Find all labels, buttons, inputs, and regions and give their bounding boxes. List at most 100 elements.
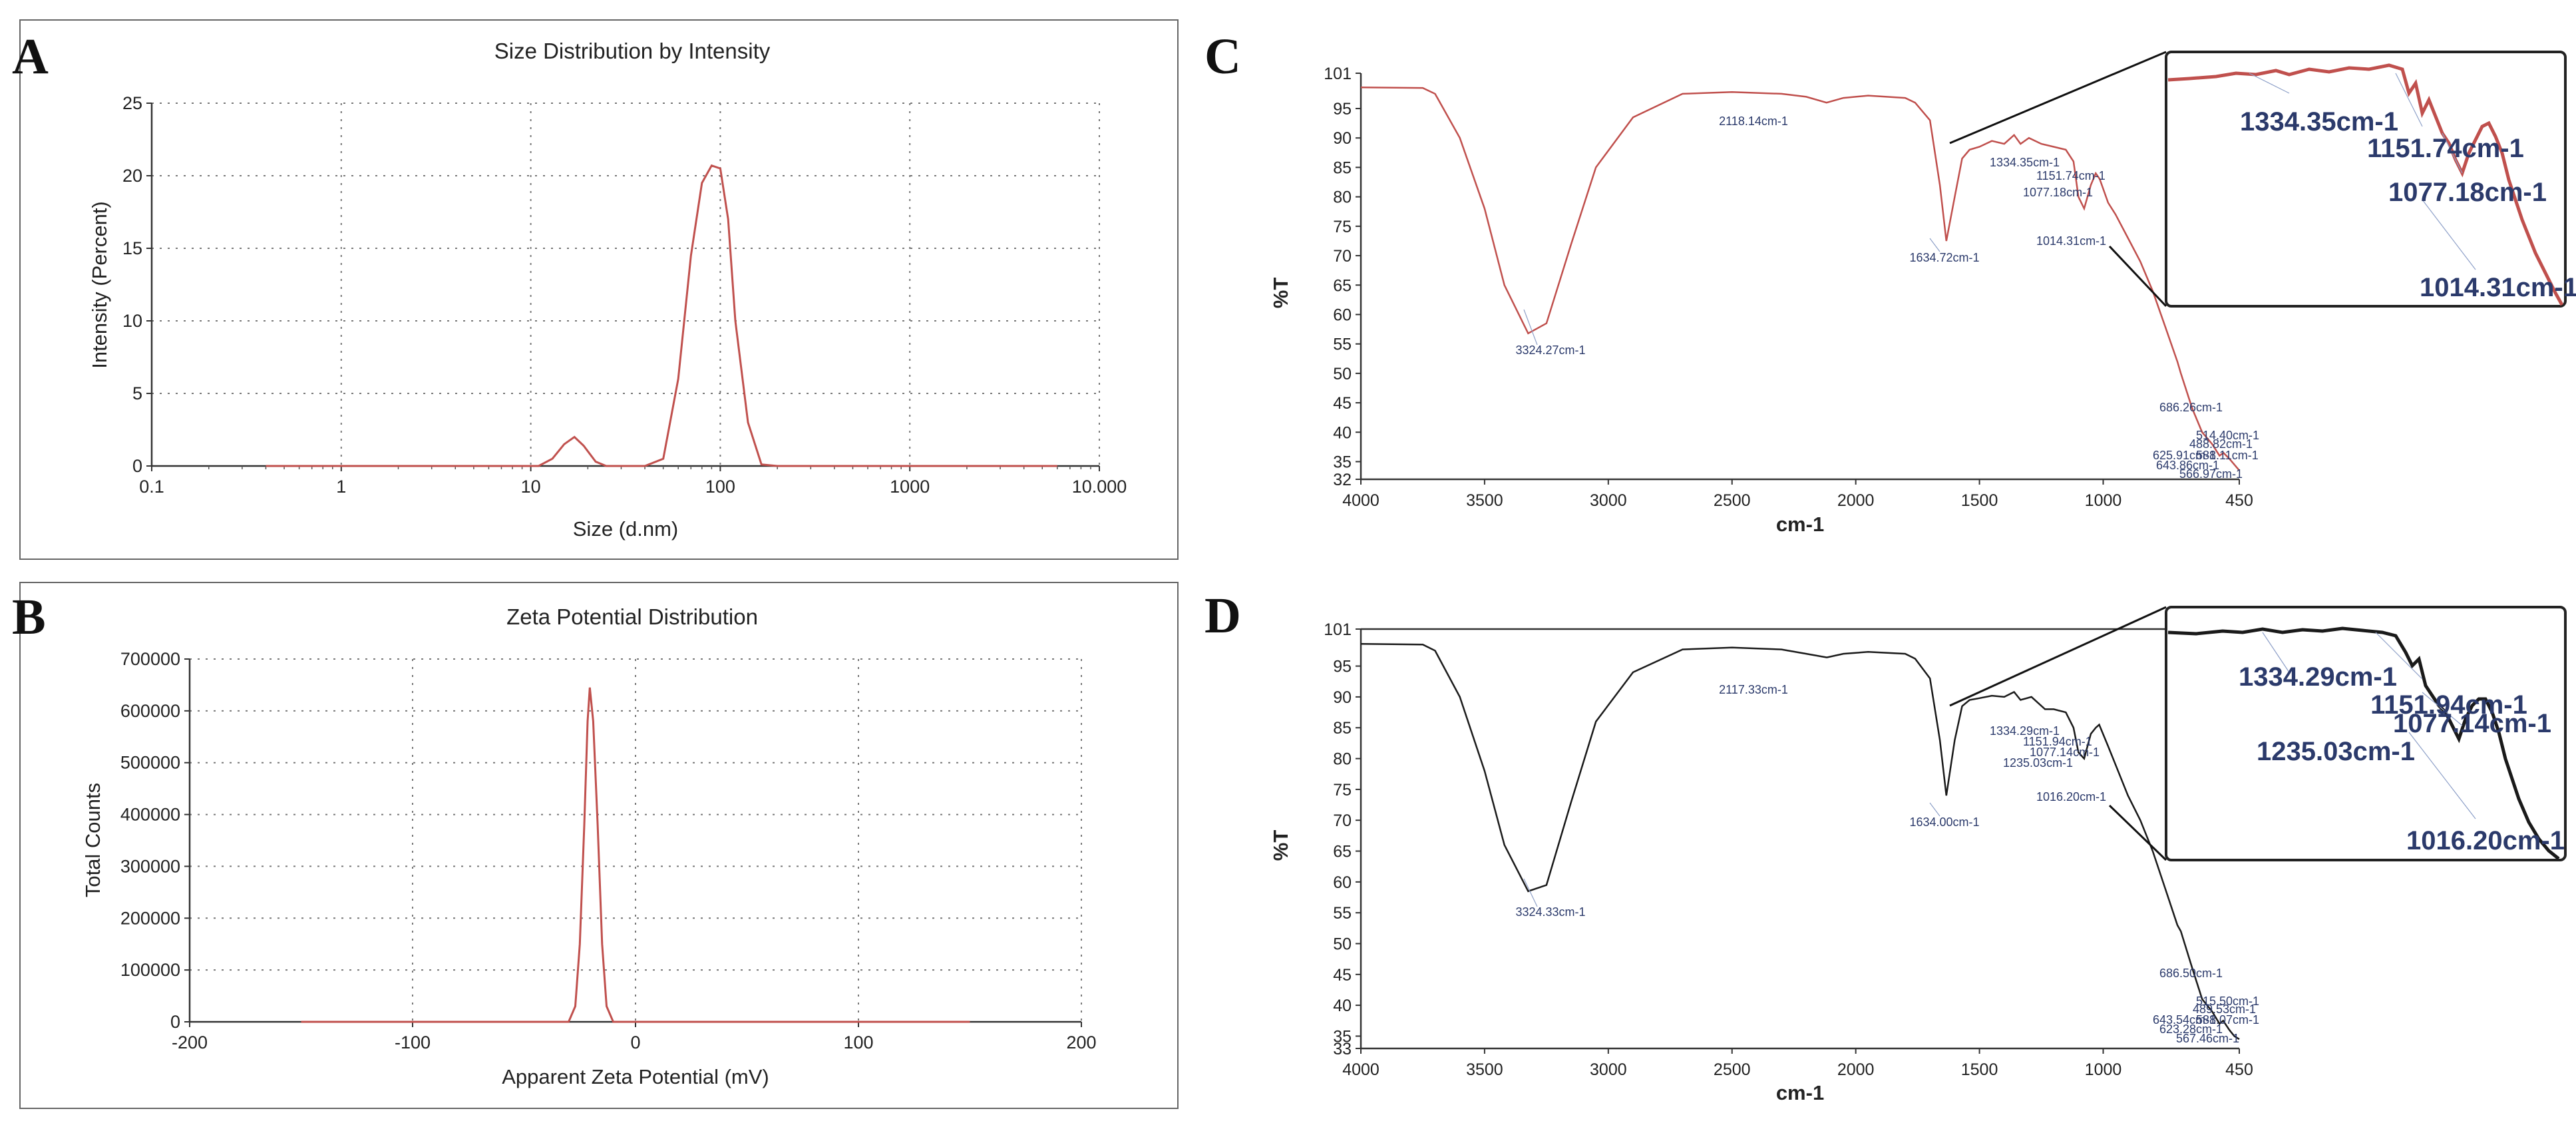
x-tick-label: 10 — [521, 477, 541, 497]
panel-d-y-label: %T — [1269, 830, 1292, 861]
panel-a-ticks: 0.1 1 10 100 1000 10.000 0 5 10 15 20 25 — [122, 93, 1127, 497]
panel-a-letter: A — [12, 29, 49, 85]
peak-label: 588.07cm-1 — [2196, 1013, 2259, 1026]
peak-label: 625.91cm-1 — [2153, 449, 2216, 462]
y-tick-label: 101 — [1324, 65, 1352, 83]
x-tick-label: 1500 — [1961, 1060, 1998, 1079]
peak-label: 686.26cm-1 — [2159, 401, 2223, 414]
y-tick-label: 65 — [1333, 276, 1352, 295]
y-tick-label: 700000 — [120, 649, 180, 669]
panel-b-series-counts — [301, 687, 970, 1023]
inset-peak-label: 1014.31cm-1 — [2420, 273, 2576, 302]
inset-leader — [2262, 632, 2290, 673]
x-tick-label: 3500 — [1466, 491, 1503, 510]
peak-label: 1235.03cm-1 — [2003, 756, 2073, 770]
y-tick-label: 45 — [1333, 394, 1352, 413]
y-tick-label: 45 — [1333, 966, 1352, 985]
y-tick-label: 55 — [1333, 904, 1352, 923]
y-tick-label: 90 — [1333, 129, 1352, 148]
inset-peak-label: 1334.29cm-1 — [2239, 662, 2397, 692]
x-tick-label: 1500 — [1961, 491, 1998, 510]
y-tick-label: 85 — [1333, 158, 1352, 177]
x-tick-label: -200 — [172, 1032, 208, 1052]
peak-label: 1014.31cm-1 — [2036, 234, 2106, 248]
inset-leader — [2422, 692, 2463, 726]
peak-label: 3324.33cm-1 — [1515, 905, 1585, 919]
x-tick-label: 0.1 — [139, 477, 164, 497]
panel-b-grid — [190, 658, 1082, 1022]
x-tick-label: 3000 — [1590, 491, 1627, 510]
x-tick-label: 1000 — [2085, 491, 2122, 510]
peak-label: 1016.20cm-1 — [2036, 790, 2106, 803]
inset-peak-label: 1077.14cm-1 — [2393, 709, 2551, 738]
y-tick-label: 40 — [1333, 997, 1352, 1015]
panel-c-x-label: cm-1 — [1776, 513, 1824, 536]
inset-leader — [2395, 73, 2423, 127]
peak-label: 1151.74cm-1 — [2036, 169, 2106, 182]
x-tick-label: 100 — [843, 1032, 873, 1052]
peak-label: 1334.35cm-1 — [1990, 156, 2060, 169]
inset-peak-label: 1235.03cm-1 — [2257, 737, 2415, 766]
peak-label: 686.50cm-1 — [2159, 967, 2223, 980]
x-tick-label: 1000 — [2085, 1060, 2122, 1079]
x-tick-label: 1 — [336, 477, 346, 497]
peak-label: 643.54cm-1 — [2153, 1013, 2216, 1026]
panel-d-annotations: 3324.33cm-1 2117.33cm-1 1634.00cm-1 1334… — [1515, 683, 2259, 1045]
y-tick-label: 500000 — [120, 753, 180, 773]
panel-a-x-label: Size (d.nm) — [573, 517, 678, 541]
y-tick-label: 70 — [1333, 247, 1352, 266]
panel-b: B Zeta Potential Distribution -200 -100 0 1… — [12, 582, 1179, 1109]
y-tick-label: 0 — [170, 1012, 180, 1032]
peak-label: 2117.33cm-1 — [1719, 683, 1788, 696]
y-tick-label: 10 — [122, 311, 142, 331]
inset-peak-label: 1077.18cm-1 — [2388, 178, 2547, 207]
x-tick-label: 450 — [2225, 491, 2253, 510]
peak-label: 567.46cm-1 — [2176, 1032, 2239, 1045]
x-tick-label: 2000 — [1837, 1060, 1875, 1079]
panel-c-series-ftir — [1360, 86, 2240, 471]
y-tick-label: 75 — [1333, 218, 1352, 236]
panel-c-letter: C — [1204, 29, 1241, 85]
peak-label: 1151.94cm-1 — [2023, 735, 2092, 748]
x-tick-label: -100 — [395, 1032, 431, 1052]
inset-peak-label: 1334.35cm-1 — [2240, 107, 2398, 136]
panel-c: C 4000 3500 3000 2500 2000 1500 1000 4503235404… — [1204, 29, 2576, 536]
panel-c-inset-leaders — [2249, 73, 2476, 270]
panel-d-inset-series — [2167, 626, 2560, 860]
peak-label: 643.86cm-1 — [2156, 459, 2219, 472]
panel-c-annotations: 3324.27cm-1 2118.14cm-1 1634.72cm-1 1334… — [1515, 114, 2259, 481]
panel-c-leader — [1523, 309, 1538, 345]
peak-label: 3324.27cm-1 — [1515, 343, 1585, 357]
peak-label: 566.97cm-1 — [2179, 467, 2243, 481]
peak-label: 515.50cm-1 — [2196, 995, 2259, 1008]
peak-label: 488.82cm-1 — [2189, 437, 2253, 451]
peak-label: 1634.00cm-1 — [1909, 815, 1979, 829]
inset-peak-label: 1016.20cm-1 — [2406, 826, 2565, 855]
inset-leader — [2442, 132, 2463, 174]
x-tick-label: 2500 — [1714, 491, 1751, 510]
y-tick-label: 60 — [1333, 873, 1352, 892]
y-tick-label: 32 — [1333, 471, 1352, 489]
y-tick-label: 400000 — [120, 805, 180, 825]
panel-c-zoom-line — [1949, 51, 2167, 144]
y-tick-label: 55 — [1333, 336, 1352, 354]
x-tick-label: 450 — [2225, 1060, 2253, 1079]
y-tick-label: 20 — [122, 166, 142, 186]
y-tick-label: 40 — [1333, 423, 1352, 442]
y-tick-label: 50 — [1333, 365, 1352, 383]
x-tick-label: 2000 — [1837, 491, 1875, 510]
panel-d-letter: D — [1204, 588, 1241, 644]
x-tick-label: 3500 — [1466, 1060, 1503, 1079]
y-tick-label: 15 — [122, 238, 142, 258]
peak-label: 489.53cm-1 — [2193, 1003, 2256, 1016]
panel-d-zoom-line — [1949, 606, 2167, 707]
x-tick-label: 10.000 — [1072, 477, 1127, 497]
panel-c-y-label: %T — [1269, 278, 1292, 309]
panel-a: A Size Distribution by Intensity 0.1 1 10 1… — [12, 19, 1179, 560]
panel-a-title: Size Distribution by Intensity — [494, 39, 771, 63]
y-tick-label: 0 — [132, 456, 142, 476]
panel-d-inset-leaders — [2262, 632, 2476, 819]
x-tick-label: 200 — [1066, 1032, 1096, 1052]
y-tick-label: 25 — [122, 93, 142, 113]
